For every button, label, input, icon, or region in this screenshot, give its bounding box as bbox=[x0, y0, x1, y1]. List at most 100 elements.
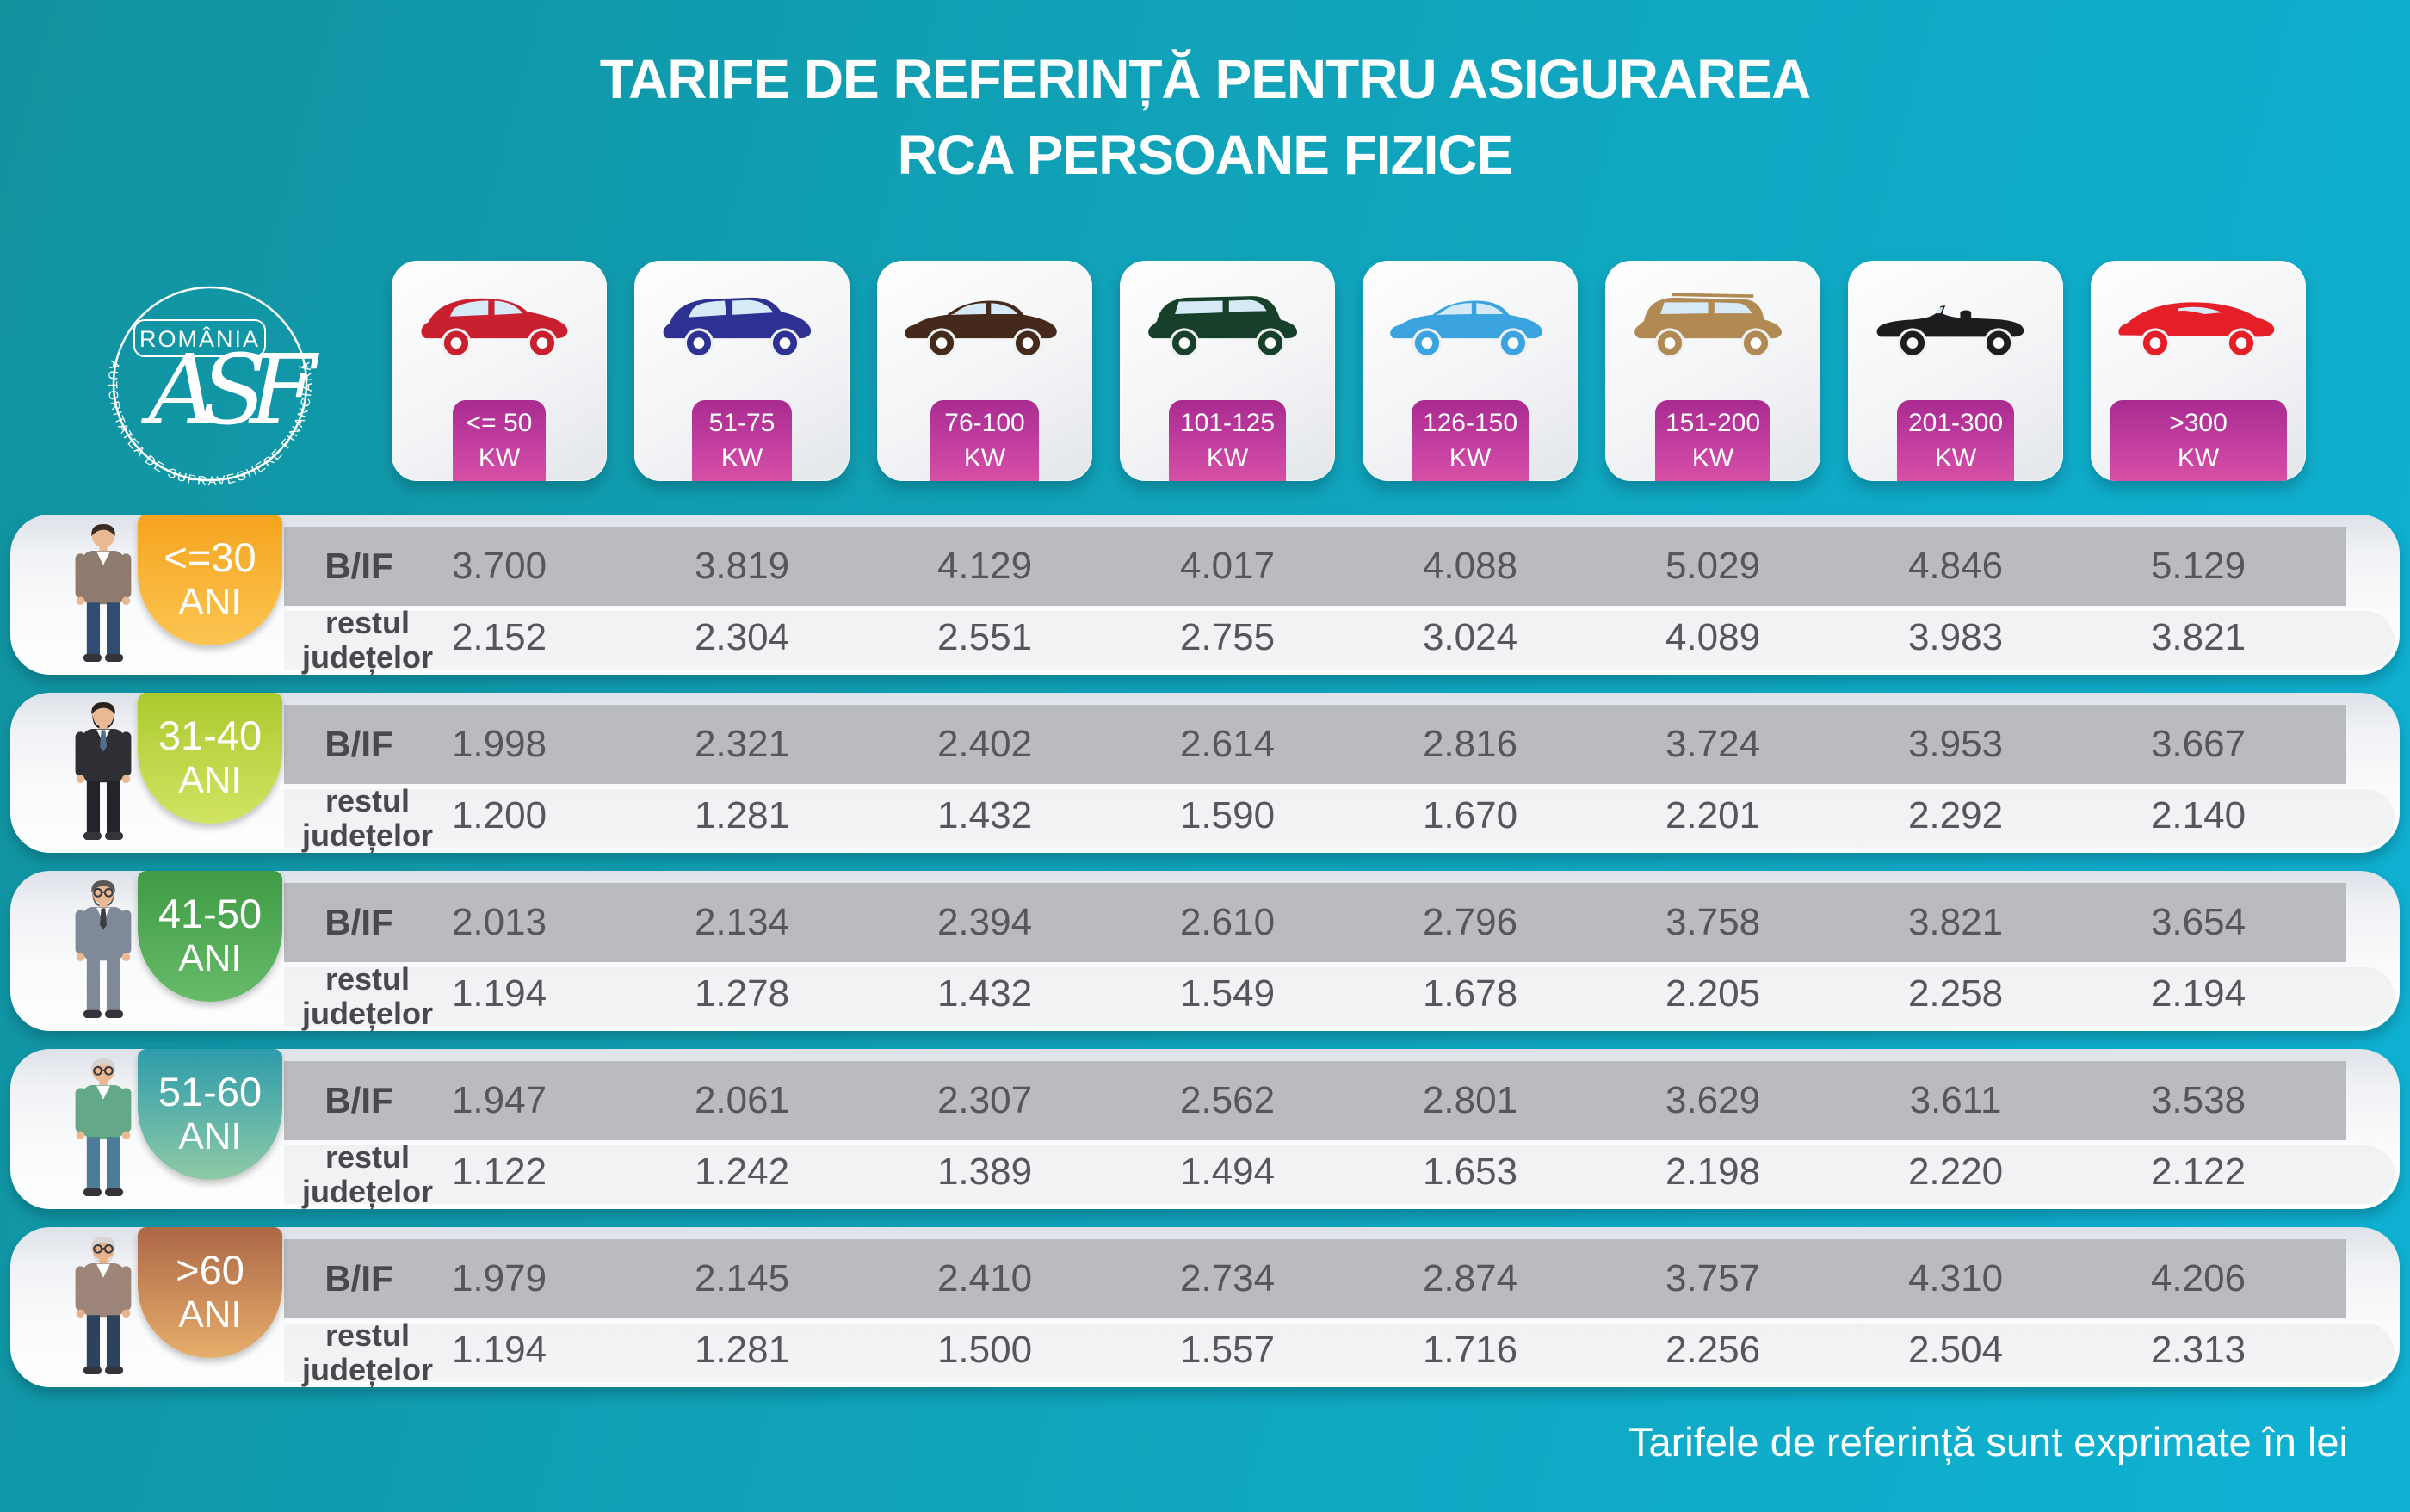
tariff-value-rest: 1.281 bbox=[694, 1329, 790, 1371]
tariff-value-rest: 2.201 bbox=[1665, 794, 1761, 836]
tariff-value-rest: 2.256 bbox=[1665, 1329, 1761, 1371]
age-range-label: 31-40 bbox=[158, 713, 263, 758]
bif-values-row: 1.979 2.145 2.410 2.734 2.874 3.757 4.310 4.206 bbox=[378, 1239, 2320, 1318]
rest-band bbox=[284, 1324, 2395, 1382]
adult-man-icon bbox=[75, 701, 132, 841]
tariff-value-bif: 2.061 bbox=[694, 1079, 790, 1121]
tariff-value-bif: 2.394 bbox=[936, 901, 1033, 943]
bif-row-label: B/IF bbox=[324, 724, 393, 764]
age-group-row: 31-40 ANI B/IF restul județelor 1.998 2.3… bbox=[10, 693, 2400, 853]
tariff-value-bif: 2.610 bbox=[1179, 901, 1276, 943]
tariff-value-rest: 1.389 bbox=[936, 1151, 1033, 1193]
age-unit-label: ANI bbox=[178, 1115, 242, 1157]
bif-row-label: B/IF bbox=[324, 546, 393, 586]
asf-romania-logo-icon: ROMÂNIA ASF AUTORITATEA DE SUPRAVEGHERE … bbox=[105, 286, 337, 489]
bif-values-row: 1.947 2.061 2.307 2.562 2.801 3.629 3.611 3.538 bbox=[378, 1061, 2320, 1140]
rest-band bbox=[284, 1145, 2395, 1204]
tariff-value-bif: 2.402 bbox=[936, 723, 1033, 765]
kw-range-label: 201-300 bbox=[1907, 409, 2004, 437]
age-group-row: 51-60 ANI B/IF restul județelor 1.947 2.0… bbox=[10, 1049, 2400, 1209]
age-range-label: 51-60 bbox=[158, 1069, 263, 1114]
age-unit-label: ANI bbox=[178, 1293, 242, 1336]
tariff-value-bif: 2.013 bbox=[451, 901, 547, 943]
age-badge: 51-60 ANI bbox=[138, 1049, 282, 1180]
tariff-value-rest: 2.152 bbox=[451, 616, 547, 658]
bif-values-row: 2.013 2.134 2.394 2.610 2.796 3.758 3.821 3.654 bbox=[378, 883, 2320, 962]
tariff-value-bif: 3.700 bbox=[451, 545, 547, 587]
bif-row-label: B/IF bbox=[324, 1258, 393, 1299]
age-unit-label: ANI bbox=[178, 581, 242, 623]
elderly-man-icon bbox=[75, 1236, 132, 1375]
tariff-value-bif: 2.321 bbox=[694, 723, 790, 765]
kw-unit-label: KW bbox=[478, 444, 521, 472]
vehicle-card: <= 50 KW bbox=[392, 261, 607, 481]
tariff-value-bif: 3.667 bbox=[2150, 723, 2246, 765]
tariff-value-rest: 2.755 bbox=[1179, 616, 1276, 658]
age-badge: 41-50 ANI bbox=[138, 871, 282, 1002]
red-sports-car-icon bbox=[2118, 302, 2275, 358]
kw-range-label: >300 bbox=[2169, 409, 2228, 437]
tan-suv-icon bbox=[1634, 293, 1782, 358]
tariff-value-rest: 2.504 bbox=[1907, 1329, 2004, 1371]
vehicle-card: 201-300 KW bbox=[1848, 261, 2063, 481]
tariff-value-bif: 4.129 bbox=[936, 545, 1033, 587]
kw-unit-label: KW bbox=[1934, 444, 1977, 472]
rest-row-label: restul județelor bbox=[301, 961, 433, 1031]
tariff-value-rest: 2.198 bbox=[1665, 1151, 1761, 1193]
kw-unit-label: KW bbox=[1449, 444, 1492, 472]
vehicle-header-row: <= 50 KW 51-75 KW 76-100 KW 101-125 KW bbox=[392, 261, 2306, 481]
bif-band bbox=[284, 705, 2346, 784]
tariff-value-bif: 2.874 bbox=[1422, 1257, 1518, 1299]
tariff-value-bif: 3.821 bbox=[1907, 901, 2004, 943]
vehicle-card: 151-200 KW bbox=[1605, 261, 1820, 481]
kw-badge: <= 50 KW bbox=[453, 400, 546, 481]
tariff-value-bif: 2.796 bbox=[1422, 901, 1518, 943]
tariff-value-rest: 1.281 bbox=[694, 794, 790, 836]
age-range-label: >60 bbox=[176, 1247, 244, 1293]
tariff-value-rest: 1.194 bbox=[451, 1329, 547, 1371]
green-minivan-icon bbox=[1148, 296, 1298, 358]
age-badge: 31-40 ANI bbox=[138, 693, 282, 824]
kw-range-label: <= 50 bbox=[466, 409, 533, 437]
footer-note: Tarifele de referință sunt exprimate în … bbox=[1628, 1419, 2348, 1465]
tariff-value-bif: 4.206 bbox=[2150, 1257, 2246, 1299]
tariff-value-bif: 4.846 bbox=[1907, 545, 2004, 587]
tariff-value-bif: 2.145 bbox=[694, 1257, 790, 1299]
tariff-value-rest: 1.242 bbox=[694, 1151, 790, 1193]
middle-aged-man-icon bbox=[75, 879, 132, 1019]
vehicle-card: 126-150 KW bbox=[1363, 261, 1578, 481]
bif-band bbox=[284, 527, 2346, 606]
red-city-car-icon bbox=[421, 298, 568, 358]
tariff-value-bif: 2.801 bbox=[1422, 1079, 1518, 1121]
kw-badge: 76-100 KW bbox=[930, 400, 1039, 481]
kw-unit-label: KW bbox=[2177, 444, 2220, 472]
tariff-value-bif: 3.953 bbox=[1907, 723, 2004, 765]
tariff-value-rest: 2.292 bbox=[1907, 794, 2004, 836]
tariff-value-rest: 4.089 bbox=[1665, 616, 1761, 658]
bif-values-row: 3.700 3.819 4.129 4.017 4.088 5.029 4.846 5.129 bbox=[378, 527, 2320, 606]
tariff-value-bif: 3.758 bbox=[1665, 901, 1761, 943]
rest-values-row: 1.122 1.242 1.389 1.494 1.653 2.198 2.220 2.122 bbox=[378, 1139, 2320, 1206]
vehicle-card: 76-100 KW bbox=[877, 261, 1092, 481]
kw-range-label: 76-100 bbox=[944, 409, 1025, 437]
rest-values-row: 1.200 1.281 1.432 1.590 1.670 2.201 2.292 2.140 bbox=[378, 782, 2320, 849]
kw-range-label: 51-75 bbox=[708, 409, 776, 437]
young-man-icon bbox=[75, 523, 132, 663]
rest-row-label: restul județelor bbox=[301, 1139, 433, 1209]
rest-band bbox=[284, 611, 2395, 670]
tariff-value-rest: 2.551 bbox=[936, 616, 1033, 658]
tariff-value-bif: 3.724 bbox=[1665, 723, 1761, 765]
tariff-value-rest: 1.194 bbox=[451, 972, 547, 1015]
kw-badge: >300 KW bbox=[2110, 400, 2287, 481]
kw-unit-label: KW bbox=[720, 444, 763, 472]
page-title: TARIFE DE REFERINȚĂ PENTRU ASIGURAREA RC… bbox=[0, 41, 2410, 193]
tariff-value-bif: 4.088 bbox=[1422, 545, 1518, 587]
tariff-value-bif: 3.611 bbox=[1909, 1079, 2002, 1121]
tariff-value-rest: 3.983 bbox=[1907, 616, 2004, 658]
tariff-value-rest: 2.304 bbox=[694, 616, 790, 658]
tariff-value-bif: 3.654 bbox=[2150, 901, 2246, 943]
age-group-row: >60 ANI B/IF restul județelor 1.979 2.145… bbox=[10, 1227, 2400, 1387]
kw-range-label: 101-125 bbox=[1179, 409, 1276, 437]
tariff-value-rest: 1.716 bbox=[1422, 1329, 1518, 1371]
